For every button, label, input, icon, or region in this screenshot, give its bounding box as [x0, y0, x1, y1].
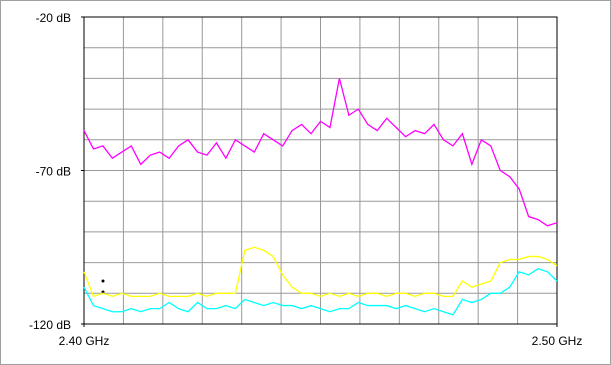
- y-tick-label: -120 dB: [29, 318, 71, 332]
- series-line: [83, 246, 558, 298]
- marker-dot: [101, 279, 105, 283]
- series-line: [83, 78, 558, 227]
- x-tick-label: 2.50 GHz: [532, 334, 583, 348]
- marker-dot: [101, 290, 105, 294]
- x-tick-label: 2.40 GHz: [59, 334, 110, 348]
- y-tick-label: -20 dB: [36, 11, 71, 25]
- y-tick-label: -70 dB: [36, 165, 71, 179]
- series-line: [83, 268, 558, 316]
